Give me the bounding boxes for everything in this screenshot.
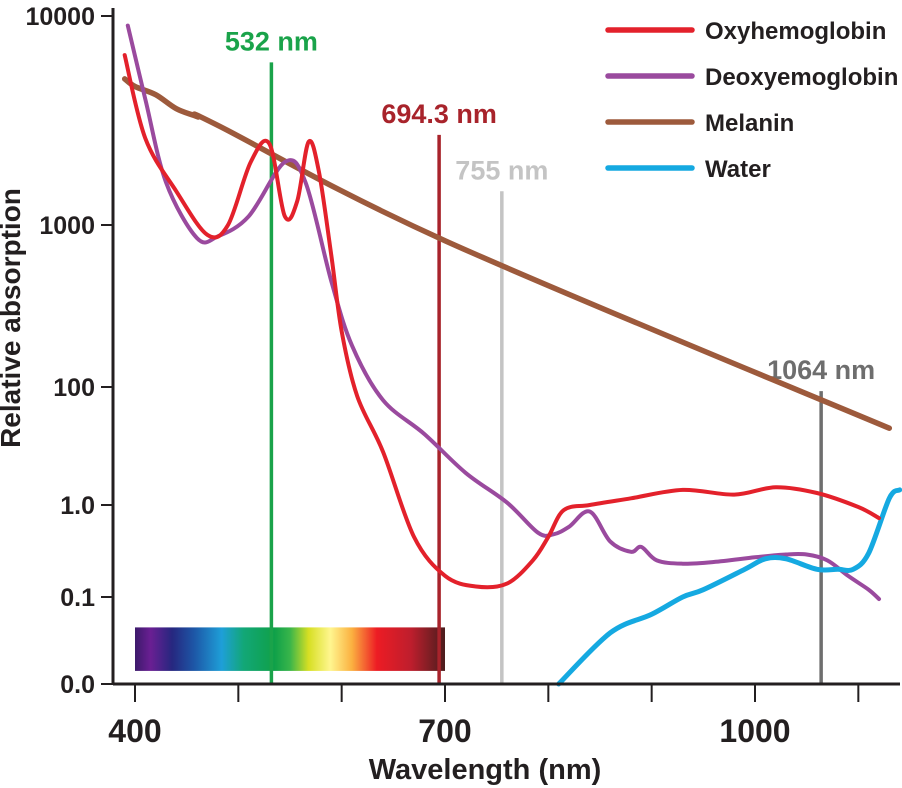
legend-label-melanin: Melanin: [705, 110, 794, 137]
x-tick-label: 700: [418, 713, 471, 749]
marker-label-755-nm: 755 nm: [455, 155, 548, 185]
legend-label-water: Water: [705, 156, 771, 183]
y-axis-title: Relative absorption: [0, 188, 26, 448]
plot-series: [121, 23, 902, 687]
legend-label-oxyhemoglobin: Oxyhemoglobin: [705, 18, 886, 45]
y-tick-label: 1.0: [60, 492, 95, 520]
wavelength-markers: 532 nm 694.3 nm 755 nm 1064 nm: [225, 26, 875, 684]
marker-label-694-3-nm: 694.3 nm: [381, 99, 497, 129]
y-tick-label: 0.1: [60, 584, 95, 612]
marker-label-532-nm: 532 nm: [225, 26, 318, 56]
axes: 400 700 1000 10000 1000 100 1.0 0.1 0.0: [25, 3, 900, 749]
y-tick-label: 100: [53, 374, 95, 402]
series-line-oxyhemoglobin: [122, 53, 881, 590]
legend: Oxyhemoglobin Deoxyemoglobin Melanin Water: [605, 18, 898, 183]
series-line-water: [556, 487, 902, 687]
y-tick-label: 0.0: [60, 671, 95, 699]
y-tick-label: 10000: [25, 3, 95, 31]
legend-label-deoxyemoglobin: Deoxyemoglobin: [705, 64, 898, 91]
x-tick-label: 400: [108, 713, 161, 749]
y-axis-ticks: 10000 1000 100 1.0 0.1 0.0: [25, 3, 113, 699]
marker-label-1064-nm: 1064 nm: [767, 355, 875, 385]
x-axis-ticks: 400 700 1000: [108, 684, 860, 749]
y-tick-label: 1000: [39, 212, 95, 240]
x-axis-title: Wavelength (nm): [369, 754, 602, 786]
series-line-melanin: [121, 76, 893, 431]
x-tick-label: 1000: [719, 713, 790, 749]
visible-spectrum-bar: [135, 627, 445, 671]
